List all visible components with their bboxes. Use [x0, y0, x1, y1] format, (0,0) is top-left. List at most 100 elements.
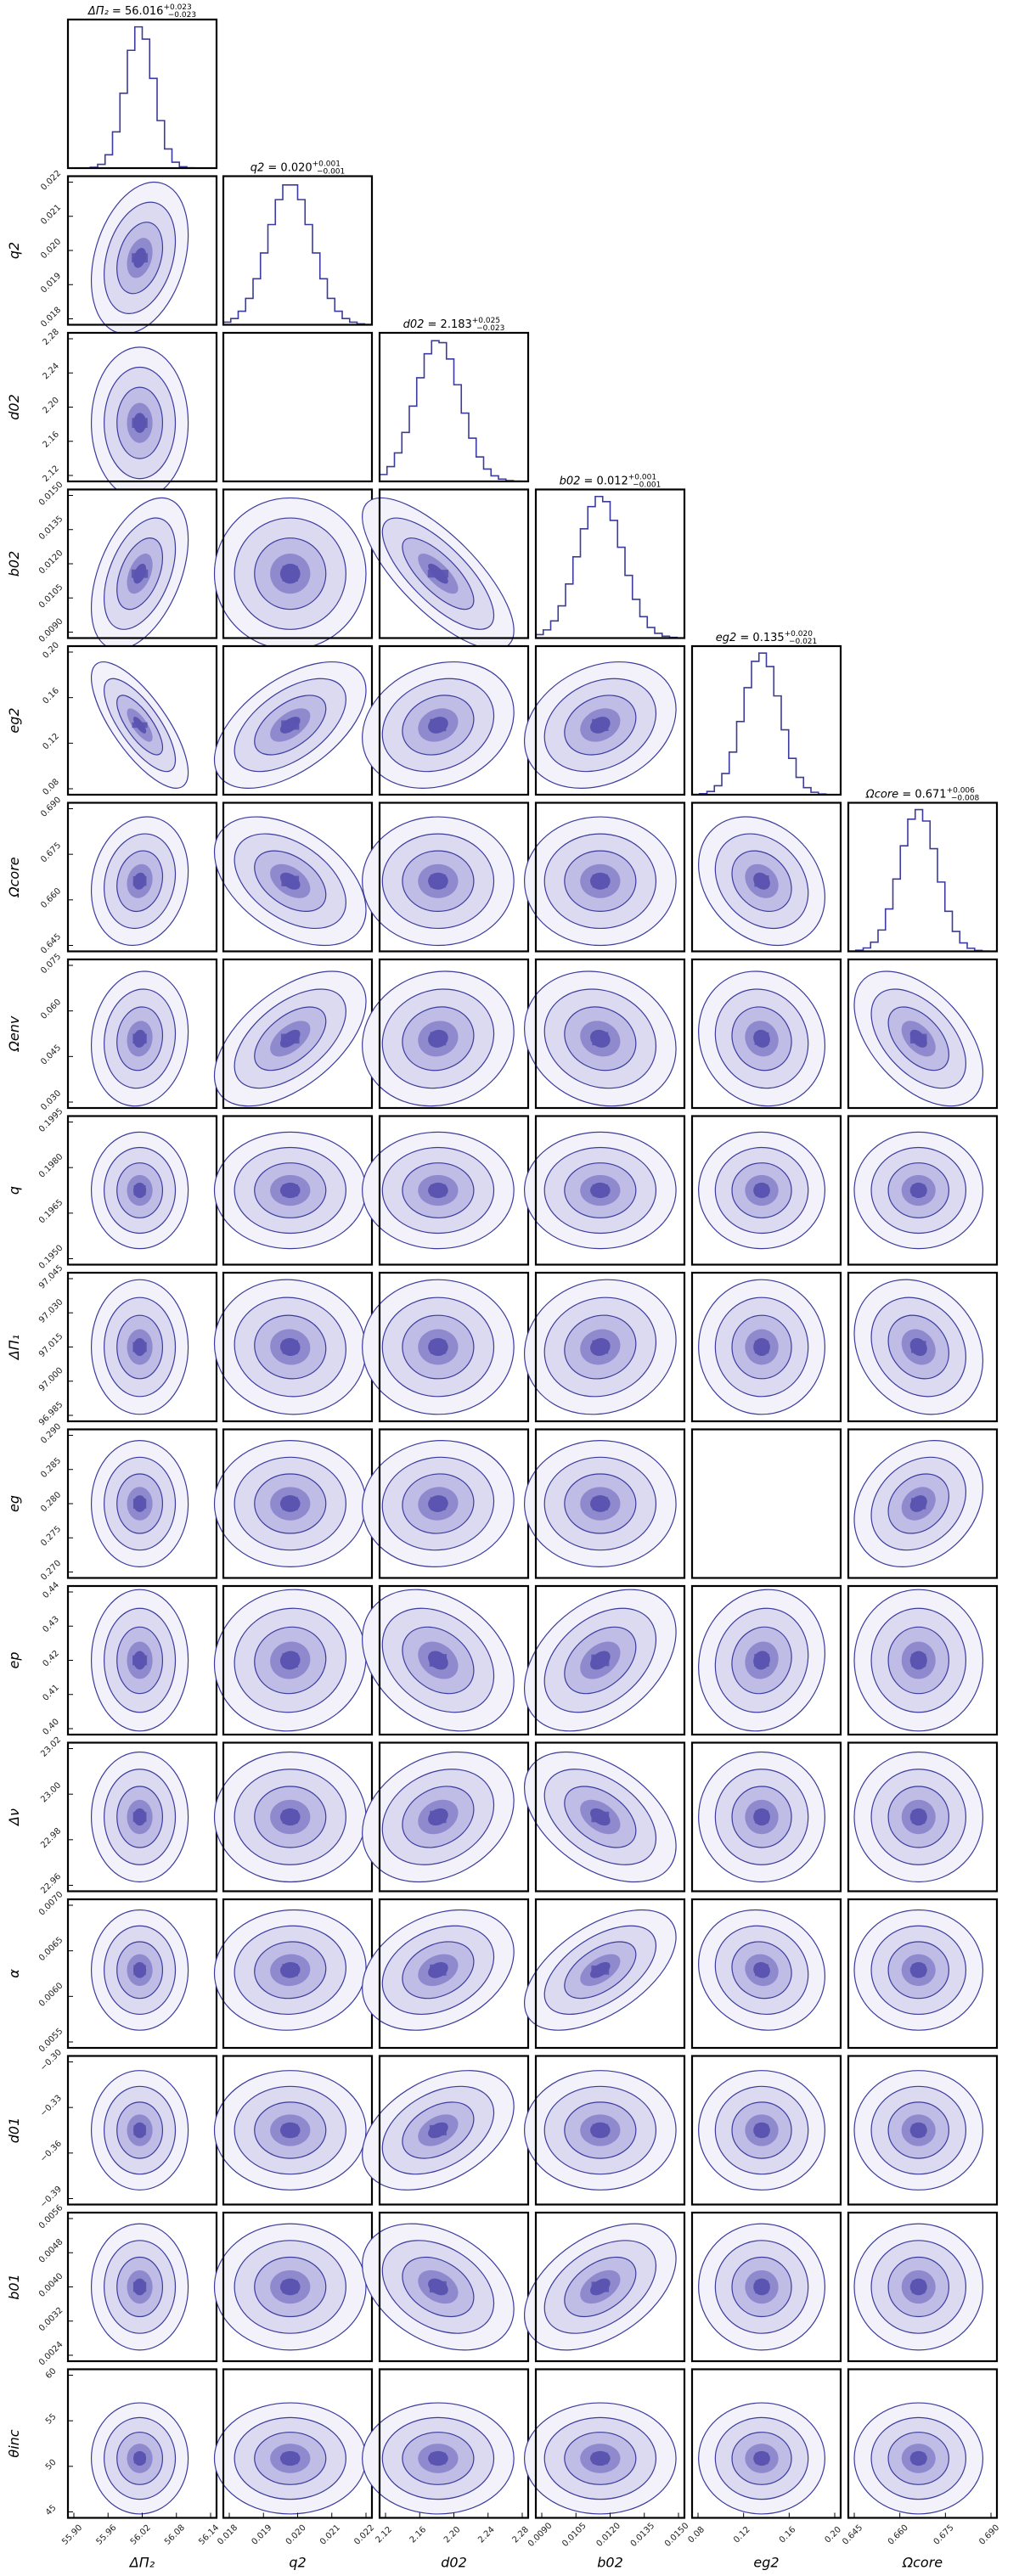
panel-Ωcore-vs-α — [847, 1898, 999, 2050]
x-axis-label: q2 — [289, 2555, 306, 2571]
panel-eg2-vs-Ωenv — [690, 958, 842, 1110]
x-tick-label: 2.16 — [408, 2525, 429, 2545]
x-tick-label: 0.0120 — [594, 2521, 622, 2549]
panel-ΔΠ₂-vs-b01 — [66, 2211, 218, 2363]
panel-ΔΠ₂-vs-d01 — [66, 2055, 218, 2206]
panel-frame — [847, 2211, 999, 2363]
panel-eg2-vs-Ωcore — [690, 801, 842, 953]
panel-b02-vs-q — [523, 1115, 686, 1266]
x-axis-label: b02 — [597, 2555, 623, 2571]
panel-b02-vs-ΔΠ₁ — [523, 1271, 686, 1423]
panel-eg2-vs-ep — [690, 1584, 842, 1736]
y-axis-label: q2 — [6, 242, 22, 259]
panel-title: d02 = 2.183+0.025 −0.023 — [403, 317, 505, 333]
panel-background — [380, 333, 528, 481]
panel-frame — [378, 1898, 530, 2050]
density-peak — [591, 1811, 610, 1823]
panel-frame — [690, 2211, 842, 2363]
panel-b02-vs-ep — [523, 1584, 686, 1736]
panel-ΔΠ₂-vs-ΔΠ₁ — [66, 1271, 218, 1423]
panel-d02-vs-q — [362, 1115, 530, 1266]
panel-frame — [66, 18, 218, 170]
panel-frame — [847, 1115, 999, 1266]
density-peak — [132, 253, 149, 263]
y-tick-label: 0.40 — [41, 1717, 61, 1737]
panel-q2-vs-θinc — [213, 2368, 374, 2519]
panel-background — [692, 1429, 841, 1578]
y-tick-label: 60 — [44, 2366, 59, 2381]
y-tick-label: 0.16 — [41, 686, 61, 706]
x-tick-label: 55.96 — [94, 2523, 118, 2547]
panel-frame — [66, 801, 218, 953]
panel-Ωcore-vs-b01 — [847, 2211, 999, 2363]
panel-background — [68, 20, 217, 168]
y-axis-label: α — [6, 1969, 22, 1978]
density-peak — [282, 1652, 299, 1668]
panel-frame — [690, 2368, 842, 2519]
density-peak — [592, 718, 609, 732]
y-tick-label: 0.43 — [41, 1615, 61, 1635]
y-axis-label: b01 — [6, 2274, 22, 2300]
y-axis-label: b02 — [6, 551, 22, 577]
y-tick-label: 0.285 — [39, 1456, 63, 1480]
y-tick-label: 0.645 — [39, 932, 63, 956]
density-peak — [754, 875, 769, 887]
panel-title: eg2 = 0.135+0.020 −0.021 — [716, 630, 818, 646]
panel-frame — [222, 488, 374, 639]
y-tick-label: −0.36 — [39, 2139, 64, 2163]
y-tick-label: 0.44 — [41, 1580, 61, 1600]
panel-Ωcore-vs-q — [847, 1115, 999, 1266]
density-peak — [591, 2281, 610, 2292]
density-peak — [282, 1810, 298, 1824]
panel-frame — [690, 1898, 842, 2050]
x-tick-label: 0.022 — [352, 2523, 376, 2547]
y-tick-label: 0.0032 — [37, 2306, 65, 2334]
x-axis-label: eg2 — [753, 2555, 779, 2571]
density-peak — [754, 1654, 769, 1667]
panel-frame — [534, 1115, 686, 1266]
density-peak — [132, 1655, 148, 1666]
density-peak — [133, 2453, 146, 2464]
density-peak — [754, 1032, 769, 1045]
y-tick-label: 2.16 — [41, 430, 61, 450]
density-peak — [430, 1497, 447, 1510]
y-tick-label: 0.0105 — [37, 582, 65, 610]
x-tick-label: 0.0090 — [526, 2521, 555, 2549]
y-tick-label: 0.0150 — [37, 480, 65, 508]
panel-b02-vs-α — [523, 1898, 686, 2050]
panel-title: q2 = 0.020+0.001 −0.001 — [251, 160, 346, 177]
density-peak — [592, 874, 609, 888]
density-peak — [282, 1340, 298, 1354]
density-peak — [430, 1810, 447, 1824]
histogram-ΔΠ₂: ΔΠ₂ = 56.016+0.023 −0.023 — [66, 3, 218, 170]
density-peak — [430, 1184, 447, 1197]
histogram-steps — [847, 808, 998, 953]
panel-frame — [690, 1115, 842, 1266]
density-peak — [592, 2123, 609, 2137]
y-axis-label: Ωcore — [6, 857, 22, 897]
panel-d02-vs-d01 — [362, 2055, 530, 2206]
density-peak — [755, 1964, 768, 1977]
density-peak — [911, 1964, 926, 1977]
x-tick-label: 0.0150 — [663, 2521, 691, 2549]
panel-q2-vs-α — [213, 1898, 374, 2050]
histogram-steps — [535, 495, 685, 639]
x-tick-label: 2.20 — [442, 2525, 463, 2545]
panel-frame — [534, 1898, 686, 2050]
density-peak — [430, 874, 447, 888]
panel-d02-vs-α — [362, 1898, 530, 2050]
panel-frame — [690, 958, 842, 1110]
y-tick-label: 45 — [44, 2503, 59, 2517]
y-axis-label: Δν — [6, 1808, 22, 1827]
density-peak — [430, 1340, 447, 1354]
panel-eg2-vs-Δν — [690, 1741, 842, 1893]
y-tick-label: 0.1995 — [37, 1106, 65, 1134]
x-tick-label: 0.675 — [932, 2523, 956, 2547]
density-peak — [430, 1032, 447, 1046]
y-tick-label: 0.270 — [39, 1559, 63, 1583]
y-tick-label: 0.41 — [41, 1683, 61, 1703]
y-axis-label: eg2 — [6, 707, 22, 733]
y-axis-label: θinc — [6, 2429, 22, 2457]
y-tick-label: 96.985 — [37, 1400, 65, 1428]
